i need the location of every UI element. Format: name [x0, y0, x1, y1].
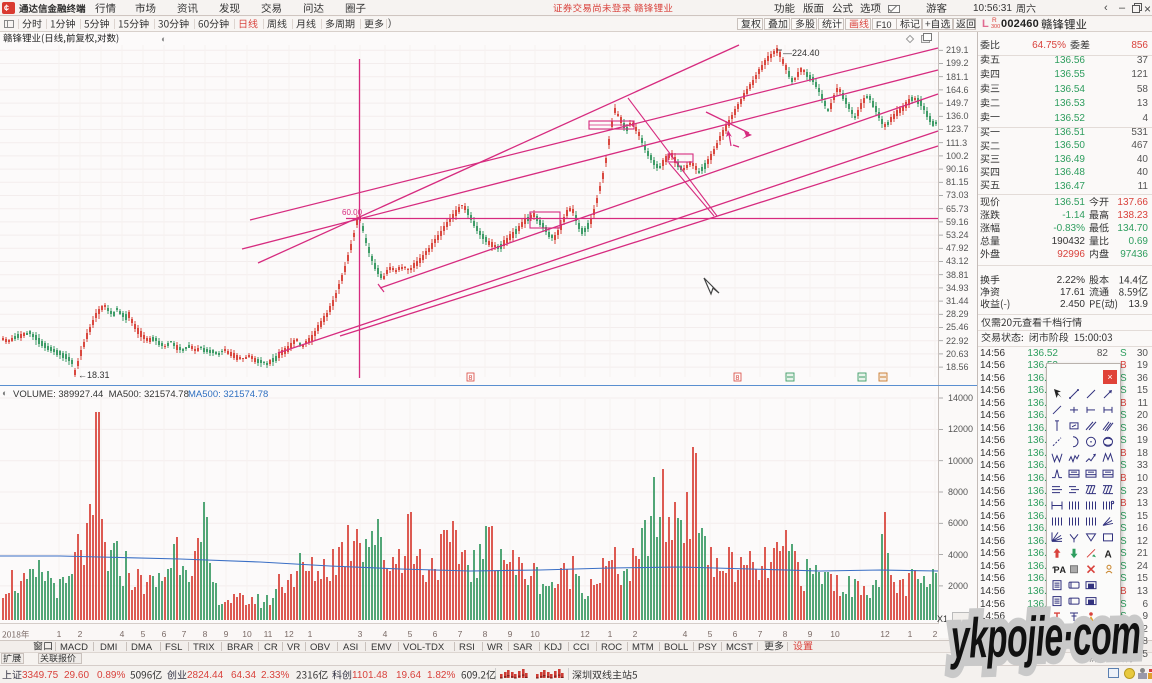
svg-text:ƤA: ƤA — [1053, 565, 1067, 575]
svg-text:A: A — [1105, 549, 1112, 560]
